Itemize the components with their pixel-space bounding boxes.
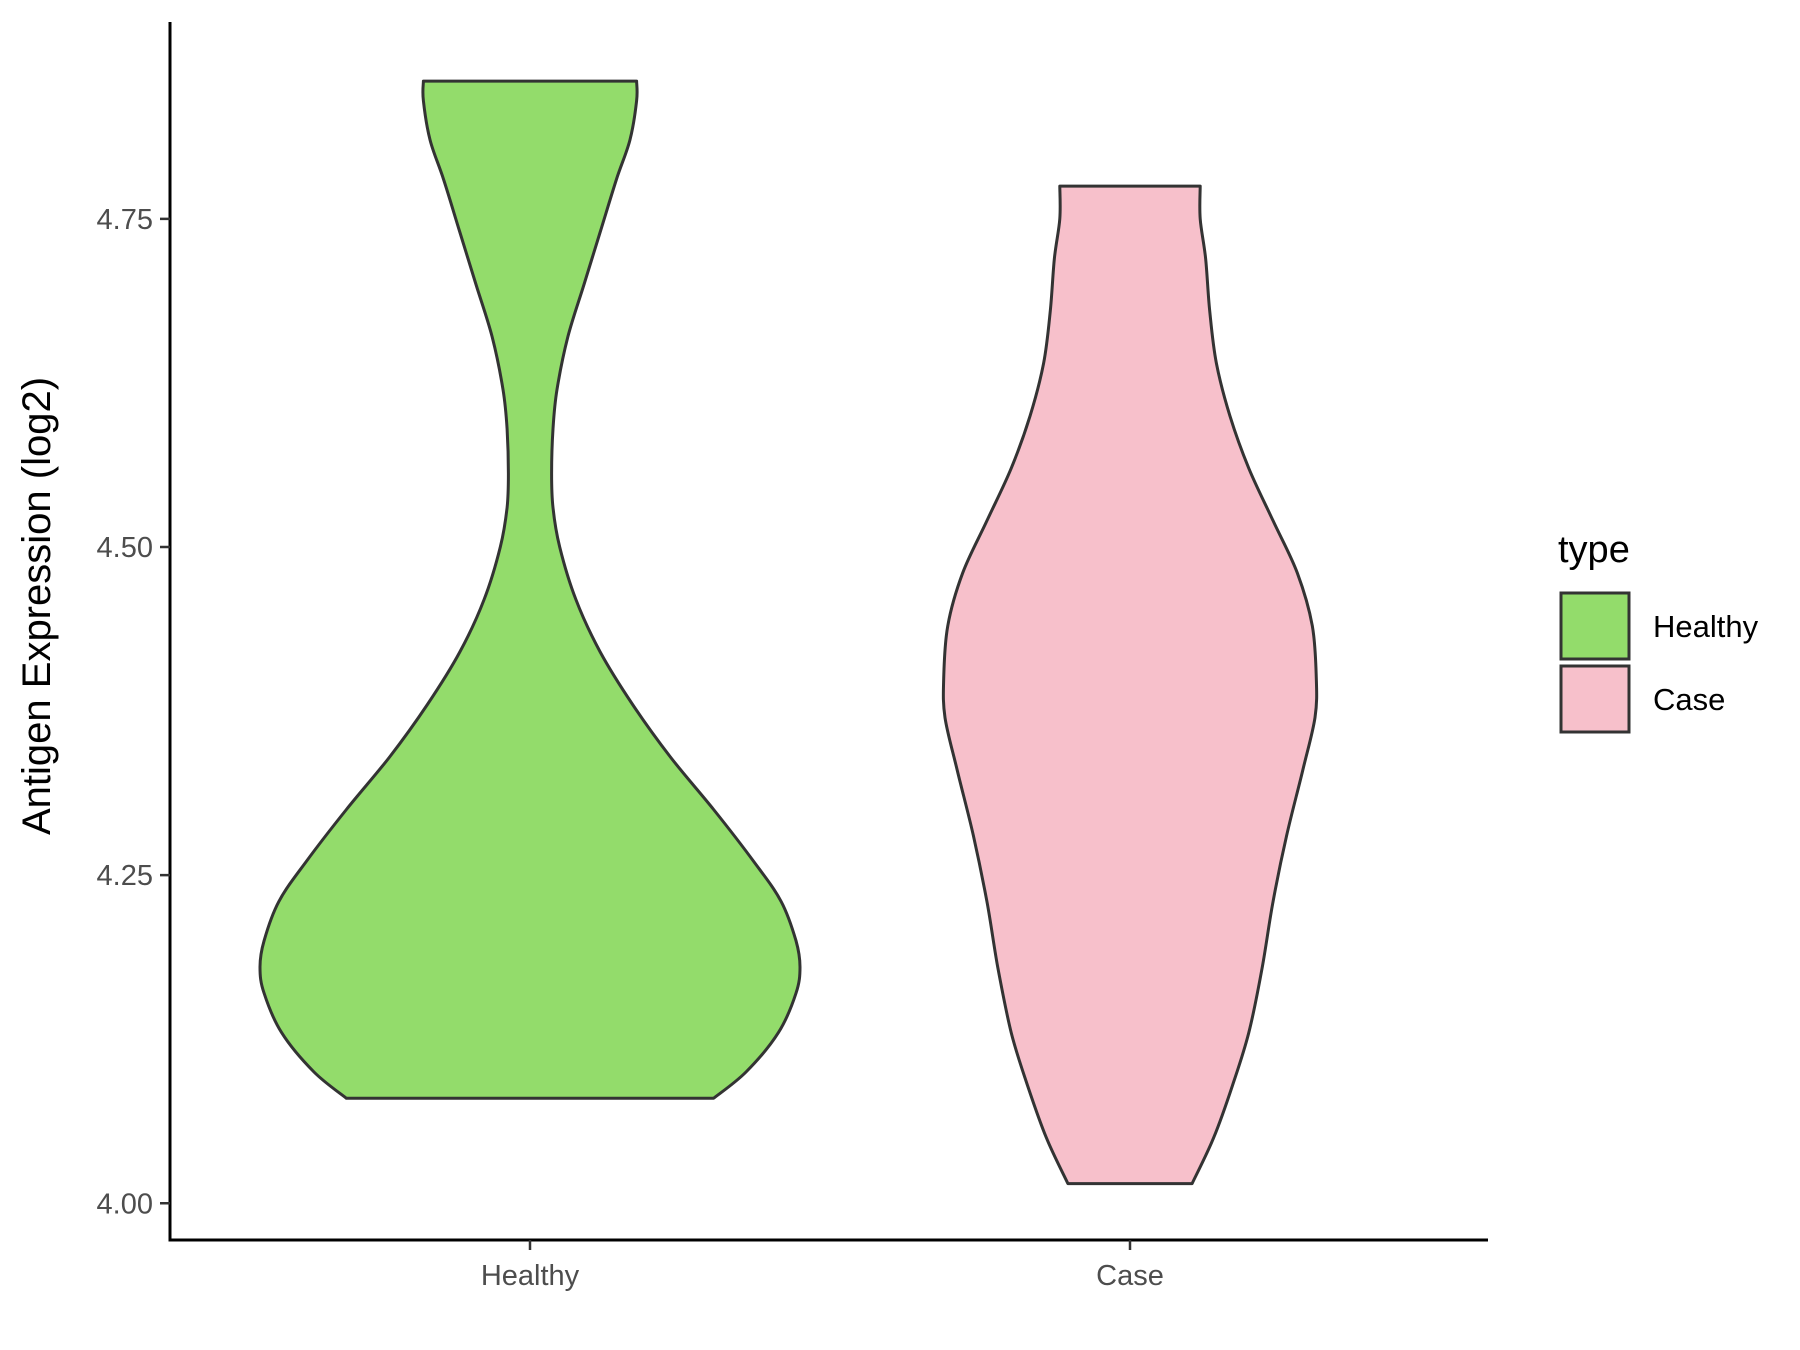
y-tick-label: 4.25 xyxy=(97,860,153,892)
legend-label-case: Case xyxy=(1653,682,1725,717)
legend: type Healthy Case xyxy=(1558,529,1759,734)
violin-case xyxy=(941,184,1319,1186)
legend-key-case xyxy=(1559,664,1631,734)
y-tick-label: 4.50 xyxy=(97,532,153,564)
x-tick-label: Case xyxy=(1096,1260,1164,1292)
violins-layer xyxy=(258,79,1319,1186)
legend-title: type xyxy=(1558,529,1630,571)
y-axis-ticks: 4.00 4.25 4.50 4.75 xyxy=(97,204,170,1220)
y-axis-title: Antigen Expression (log2) xyxy=(15,377,59,835)
violin-healthy xyxy=(258,79,802,1100)
y-tick-label: 4.00 xyxy=(97,1188,153,1220)
legend-key-healthy xyxy=(1559,591,1631,661)
x-axis-ticks: Healthy Case xyxy=(481,1240,1164,1292)
y-tick-label: 4.75 xyxy=(97,204,153,236)
legend-label-healthy: Healthy xyxy=(1653,609,1759,644)
x-tick-label: Healthy xyxy=(481,1260,580,1292)
legend-items: Healthy Case xyxy=(1559,591,1759,734)
